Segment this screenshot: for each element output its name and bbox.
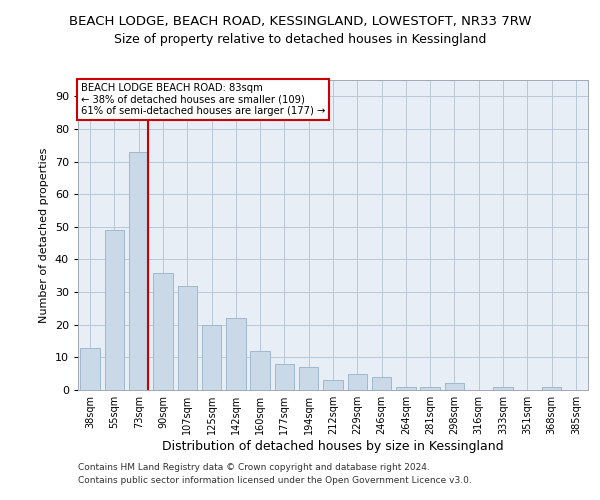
Bar [250,351,270,390]
Text: Size of property relative to detached houses in Kessingland: Size of property relative to detached ho… [114,34,486,46]
Bar [275,364,294,390]
Text: BEACH LODGE, BEACH ROAD, KESSINGLAND, LOWESTOFT, NR33 7RW: BEACH LODGE, BEACH ROAD, KESSINGLAND, LO… [69,15,531,28]
Bar [396,386,416,390]
Y-axis label: Number of detached properties: Number of detached properties [39,148,49,322]
Bar [493,386,513,390]
Bar [299,367,319,390]
Bar [372,377,391,390]
X-axis label: Distribution of detached houses by size in Kessingland: Distribution of detached houses by size … [162,440,504,453]
Bar [202,324,221,390]
Bar [178,286,197,390]
Bar [105,230,124,390]
Bar [153,272,173,390]
Bar [347,374,367,390]
Bar [421,386,440,390]
Bar [129,152,148,390]
Text: Contains public sector information licensed under the Open Government Licence v3: Contains public sector information licen… [78,476,472,485]
Text: Contains HM Land Registry data © Crown copyright and database right 2024.: Contains HM Land Registry data © Crown c… [78,464,430,472]
Bar [542,386,561,390]
Bar [80,348,100,390]
Bar [323,380,343,390]
Bar [226,318,245,390]
Text: BEACH LODGE BEACH ROAD: 83sqm
← 38% of detached houses are smaller (109)
61% of : BEACH LODGE BEACH ROAD: 83sqm ← 38% of d… [80,83,325,116]
Bar [445,384,464,390]
